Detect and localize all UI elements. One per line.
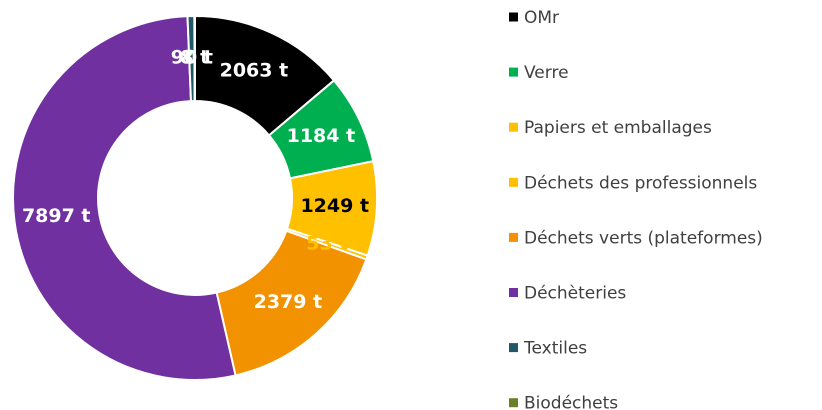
data-label: 2379 t [254,291,323,313]
data-label: 1184 t [287,125,356,147]
legend-label: OMr [524,8,559,28]
legend-swatch [509,398,518,408]
donut-slice [12,15,237,381]
legend-swatch [509,67,518,77]
data-label: 8 t [180,47,209,69]
data-label: 7897 t [22,205,91,227]
legend-label: Papiers et emballages [524,118,712,138]
legend-swatch [509,12,518,22]
legend-label: Déchets verts (plateformes) [524,228,763,248]
legend-swatch [509,343,518,353]
data-label: 1249 t [300,195,369,217]
legend-swatch [509,232,518,242]
data-label: 53 t [306,232,348,254]
legend-swatch [509,122,518,132]
donut-slice [215,229,368,377]
legend-swatch [509,288,518,297]
legend-swatch [509,177,518,187]
legend-label: Textiles [523,339,587,359]
donut-slice [193,14,196,103]
legend-label: Déchets des professionnels [524,173,757,193]
data-label: 90 t [171,47,213,69]
legend-label: Déchèteries [524,284,626,304]
legend-label: Biodéchets [524,394,618,410]
data-label: 2063 t [220,59,289,81]
legend-label: Verre [524,63,569,83]
